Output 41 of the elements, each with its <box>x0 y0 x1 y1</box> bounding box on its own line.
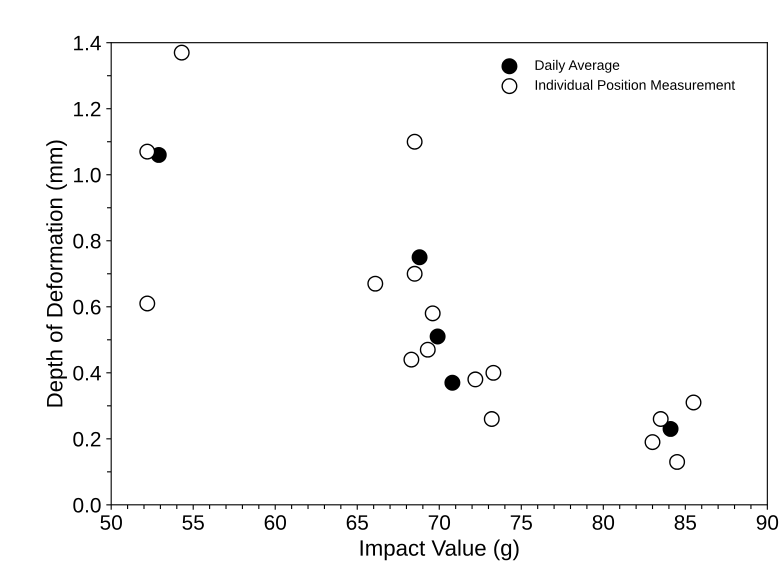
x-tick-label: 60 <box>264 515 286 530</box>
point <box>367 276 384 292</box>
y-tick-label: 0.0 <box>73 498 101 513</box>
y-tick-label: 0.4 <box>73 366 101 381</box>
point <box>406 266 423 282</box>
point <box>139 296 156 312</box>
point <box>420 342 436 358</box>
x-tick-label: 50 <box>100 515 122 530</box>
legend-label: Individual Position Measurement <box>536 80 736 90</box>
point <box>430 328 446 344</box>
point <box>139 144 156 160</box>
y-tick-label: 0.8 <box>73 234 101 249</box>
x-tick-label: 80 <box>592 515 614 530</box>
y-tick-label: 1.0 <box>74 168 101 182</box>
point <box>662 420 679 437</box>
point <box>403 352 420 368</box>
x-tick-label: 70 <box>428 515 450 530</box>
point <box>484 411 500 428</box>
point <box>644 434 660 450</box>
y-tick-label: 0.2 <box>73 432 100 447</box>
point <box>686 394 702 410</box>
point <box>652 411 669 428</box>
x-tick-label: 90 <box>756 515 778 530</box>
y-tick-label: 0.6 <box>73 300 101 315</box>
x-tick-label: 65 <box>346 515 368 530</box>
point <box>174 44 190 61</box>
x-tick-label: 85 <box>674 515 696 530</box>
y-tick-label: 1.2 <box>74 102 100 116</box>
x-tick-label: 55 <box>182 515 204 530</box>
x-tick-label: 75 <box>510 515 532 530</box>
point <box>669 454 686 470</box>
point <box>412 249 428 266</box>
legend-label: Daily Average <box>536 60 620 73</box>
x-axis-title: Impact Value (g) <box>360 540 519 560</box>
point <box>424 305 441 322</box>
point <box>485 364 502 381</box>
y-tick-label: 1.4 <box>74 36 101 50</box>
point <box>406 134 423 150</box>
point <box>467 371 484 388</box>
point <box>444 374 460 391</box>
y-axis-title: Depth of Deformation (mm) <box>46 140 67 407</box>
